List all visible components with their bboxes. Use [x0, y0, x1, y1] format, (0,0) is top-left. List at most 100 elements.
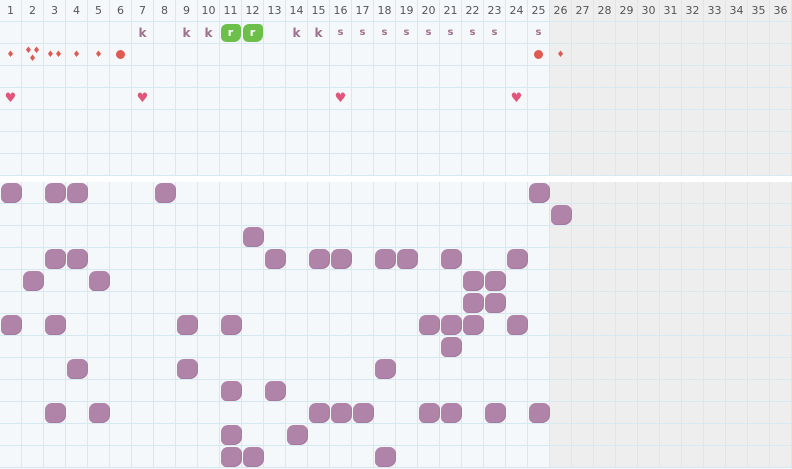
- grid-cell[interactable]: [132, 358, 154, 380]
- column-header[interactable]: 14: [286, 0, 308, 22]
- grid-cell[interactable]: [88, 314, 110, 336]
- grid-cell[interactable]: [264, 424, 286, 446]
- grid-cell[interactable]: r: [220, 22, 242, 44]
- grid-cell[interactable]: [418, 226, 440, 248]
- grid-cell[interactable]: [242, 204, 264, 226]
- grid-cell[interactable]: [528, 424, 550, 446]
- grid-cell[interactable]: [88, 66, 110, 88]
- grid-cell[interactable]: [66, 66, 88, 88]
- grid-cell[interactable]: [418, 88, 440, 110]
- grid-cell[interactable]: [418, 358, 440, 380]
- grid-cell[interactable]: [638, 110, 660, 132]
- grid-cell[interactable]: [506, 44, 528, 66]
- column-header[interactable]: 17: [352, 0, 374, 22]
- grid-cell[interactable]: [264, 22, 286, 44]
- grid-cell[interactable]: s: [484, 22, 506, 44]
- grid-cell[interactable]: [704, 336, 726, 358]
- grid-cell[interactable]: [594, 204, 616, 226]
- grid-cell[interactable]: [154, 380, 176, 402]
- grid-cell[interactable]: [44, 380, 66, 402]
- grid-cell[interactable]: [88, 380, 110, 402]
- grid-cell[interactable]: [484, 424, 506, 446]
- grid-cell[interactable]: [660, 182, 682, 204]
- grid-cell[interactable]: [110, 446, 132, 468]
- grid-cell[interactable]: [374, 446, 396, 468]
- grid-cell[interactable]: [748, 314, 770, 336]
- grid-cell[interactable]: [0, 314, 22, 336]
- grid-cell[interactable]: ♥: [0, 88, 22, 110]
- grid-cell[interactable]: [176, 424, 198, 446]
- column-header[interactable]: 19: [396, 0, 418, 22]
- grid-cell[interactable]: [594, 402, 616, 424]
- grid-cell[interactable]: [594, 248, 616, 270]
- grid-cell[interactable]: [770, 446, 792, 468]
- grid-cell[interactable]: [110, 132, 132, 154]
- grid-cell[interactable]: [638, 132, 660, 154]
- grid-cell[interactable]: [748, 292, 770, 314]
- grid-cell[interactable]: [704, 204, 726, 226]
- grid-cell[interactable]: [704, 402, 726, 424]
- grid-cell[interactable]: [352, 226, 374, 248]
- grid-cell[interactable]: [506, 424, 528, 446]
- grid-cell[interactable]: [418, 182, 440, 204]
- grid-cell[interactable]: [682, 402, 704, 424]
- grid-cell[interactable]: [660, 270, 682, 292]
- grid-cell[interactable]: [330, 44, 352, 66]
- grid-cell[interactable]: [220, 402, 242, 424]
- grid-cell[interactable]: [352, 314, 374, 336]
- grid-cell[interactable]: [132, 154, 154, 176]
- grid-cell[interactable]: [264, 248, 286, 270]
- grid-cell[interactable]: [638, 204, 660, 226]
- grid-cell[interactable]: [374, 358, 396, 380]
- grid-cell[interactable]: [748, 358, 770, 380]
- grid-cell[interactable]: [660, 44, 682, 66]
- grid-cell[interactable]: [22, 314, 44, 336]
- grid-cell[interactable]: [660, 226, 682, 248]
- grid-cell[interactable]: [638, 446, 660, 468]
- grid-cell[interactable]: [748, 226, 770, 248]
- grid-cell[interactable]: [572, 154, 594, 176]
- grid-cell[interactable]: ♥: [132, 88, 154, 110]
- grid-cell[interactable]: [528, 110, 550, 132]
- grid-cell[interactable]: [770, 292, 792, 314]
- grid-cell[interactable]: [352, 402, 374, 424]
- grid-cell[interactable]: [484, 204, 506, 226]
- grid-cell[interactable]: [308, 66, 330, 88]
- grid-cell[interactable]: [308, 182, 330, 204]
- grid-cell[interactable]: [110, 292, 132, 314]
- grid-cell[interactable]: [308, 292, 330, 314]
- grid-cell[interactable]: [22, 66, 44, 88]
- grid-cell[interactable]: [462, 182, 484, 204]
- grid-cell[interactable]: [0, 154, 22, 176]
- grid-cell[interactable]: [638, 182, 660, 204]
- grid-cell[interactable]: [704, 292, 726, 314]
- grid-cell[interactable]: [748, 22, 770, 44]
- grid-cell[interactable]: s: [330, 22, 352, 44]
- grid-cell[interactable]: [550, 226, 572, 248]
- grid-cell[interactable]: [440, 154, 462, 176]
- grid-cell[interactable]: [770, 424, 792, 446]
- grid-cell[interactable]: [704, 66, 726, 88]
- column-header[interactable]: 3: [44, 0, 66, 22]
- grid-cell[interactable]: k: [198, 22, 220, 44]
- grid-cell[interactable]: [440, 446, 462, 468]
- grid-cell[interactable]: [176, 292, 198, 314]
- grid-cell[interactable]: [22, 358, 44, 380]
- grid-cell[interactable]: [550, 336, 572, 358]
- grid-cell[interactable]: [154, 270, 176, 292]
- grid-cell[interactable]: [528, 446, 550, 468]
- grid-cell[interactable]: [748, 424, 770, 446]
- column-header[interactable]: 23: [484, 0, 506, 22]
- grid-cell[interactable]: [440, 270, 462, 292]
- grid-cell[interactable]: [704, 270, 726, 292]
- grid-cell[interactable]: [242, 402, 264, 424]
- grid-cell[interactable]: [484, 446, 506, 468]
- grid-cell[interactable]: [462, 204, 484, 226]
- grid-cell[interactable]: [242, 424, 264, 446]
- grid-cell[interactable]: [550, 402, 572, 424]
- grid-cell[interactable]: [506, 314, 528, 336]
- grid-cell[interactable]: [660, 204, 682, 226]
- column-header[interactable]: 18: [374, 0, 396, 22]
- grid-cell[interactable]: [132, 380, 154, 402]
- grid-cell[interactable]: [220, 44, 242, 66]
